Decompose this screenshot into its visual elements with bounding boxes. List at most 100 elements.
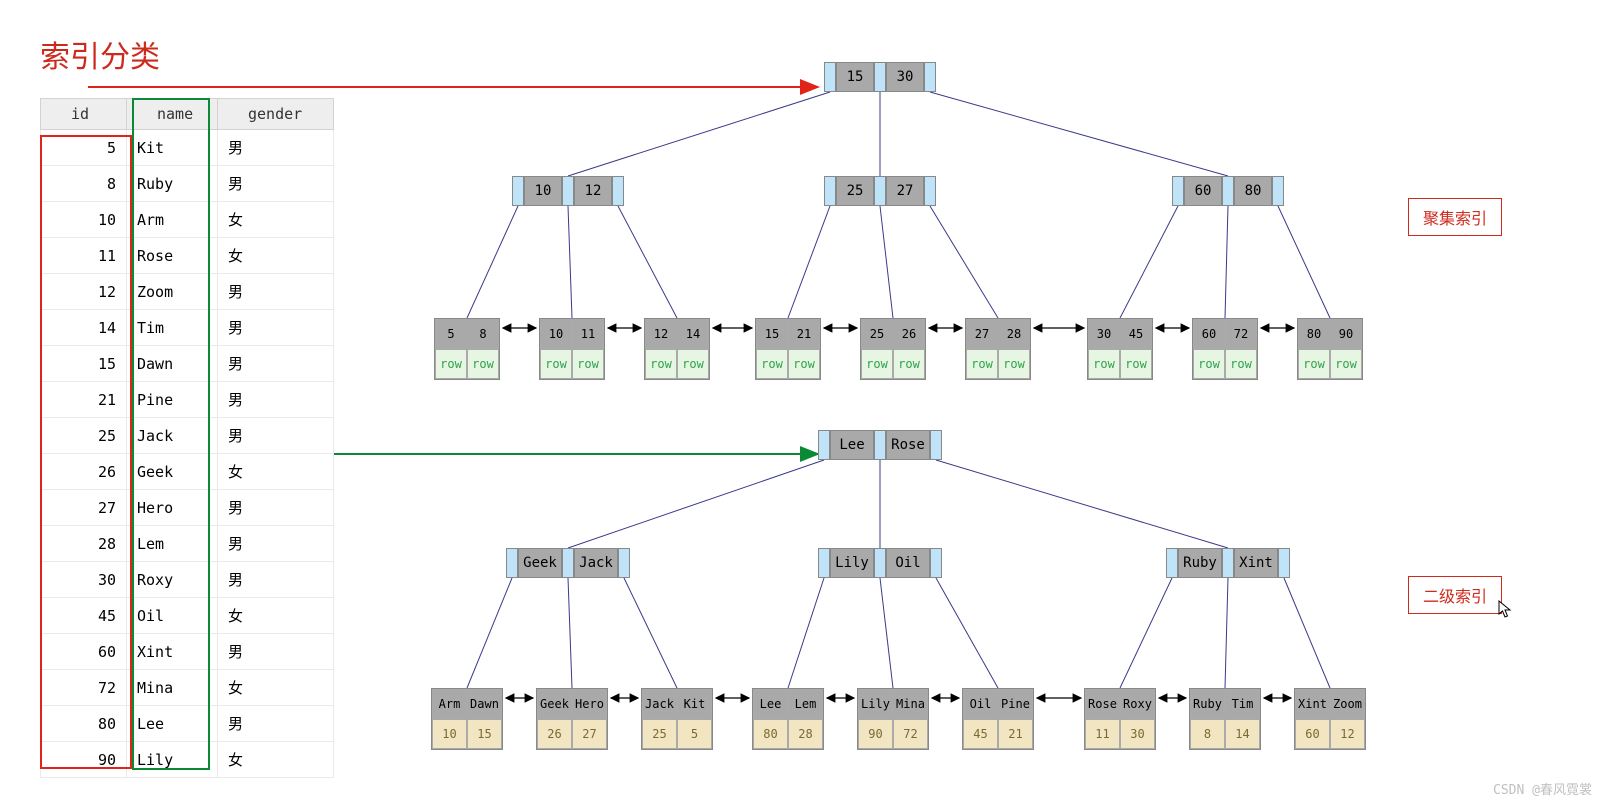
watermark: CSDN @春风霓裳 — [1493, 779, 1592, 798]
btree-key: 30 — [886, 62, 924, 92]
btree-leaf-value: row — [1193, 349, 1225, 379]
btree-pointer — [874, 62, 886, 92]
btree-key: Geek — [518, 548, 562, 578]
btree-leaf-key: 27 — [966, 319, 998, 349]
btree-leaf-key: 26 — [893, 319, 925, 349]
btree-pointer — [818, 430, 830, 460]
btree-leaf-key: 10 — [540, 319, 572, 349]
btree-pointer — [1166, 548, 1178, 578]
btree-leaf-node: 6072rowrow — [1192, 318, 1258, 380]
btree-leaf-key: 72 — [1225, 319, 1257, 349]
table-cell: Mina — [127, 670, 218, 706]
mouse-cursor-icon — [1498, 600, 1514, 620]
btree-leaf-value: 27 — [572, 719, 607, 749]
btree-leaf-value: row — [861, 349, 893, 379]
table-row: 90Lily女 — [41, 742, 334, 778]
table-cell: 男 — [218, 526, 334, 562]
table-cell: 27 — [41, 490, 127, 526]
table-cell: Zoom — [127, 274, 218, 310]
btree-pointer — [1278, 548, 1290, 578]
btree-leaf-node: 1214rowrow — [644, 318, 710, 380]
btree-leaf-key: Dawn — [467, 689, 502, 719]
btree-leaf-value: row — [540, 349, 572, 379]
table-cell: 男 — [218, 706, 334, 742]
table-cell: Jack — [127, 418, 218, 454]
btree-leaf-value: row — [572, 349, 604, 379]
btree-pointer — [924, 62, 936, 92]
table-cell: Lem — [127, 526, 218, 562]
table-cell: Tim — [127, 310, 218, 346]
btree-leaf-value: 80 — [753, 719, 788, 749]
btree-leaf-key: Rose — [1085, 689, 1120, 719]
btree-leaf-node: 58rowrow — [434, 318, 500, 380]
table-cell: 男 — [218, 166, 334, 202]
btree-leaf-key: 28 — [998, 319, 1030, 349]
btree-leaf-key: Ruby — [1190, 689, 1225, 719]
btree-inner-node: 6080 — [1172, 176, 1284, 206]
btree-key: Xint — [1234, 548, 1278, 578]
btree-leaf-node: 1521rowrow — [755, 318, 821, 380]
btree-inner-node: Lily Oil — [818, 548, 942, 578]
table-row: 60Xint男 — [41, 634, 334, 670]
table-cell: 10 — [41, 202, 127, 238]
column-icon — [137, 107, 153, 123]
btree-leaf-value: row — [998, 349, 1030, 379]
btree-leaf-key: 90 — [1330, 319, 1362, 349]
table-cell: 60 — [41, 634, 127, 670]
btree-leaf-value: row — [1120, 349, 1152, 379]
table-cell: 女 — [218, 670, 334, 706]
column-icon — [228, 107, 244, 123]
btree-key: Oil — [886, 548, 930, 578]
btree-leaf-key: Roxy — [1120, 689, 1155, 719]
btree-leaf-value: 90 — [858, 719, 893, 749]
btree-leaf-key: Lily — [858, 689, 893, 719]
col-header-name: name — [127, 99, 218, 130]
table-cell: 14 — [41, 310, 127, 346]
btree-key: Lily — [830, 548, 874, 578]
btree-leaf-key: 25 — [861, 319, 893, 349]
table-row: 30Roxy男 — [41, 562, 334, 598]
table-cell: Geek — [127, 454, 218, 490]
btree-inner-node: RubyXint — [1166, 548, 1290, 578]
btree-leaf-key: Kit — [677, 689, 712, 719]
table-cell: Xint — [127, 634, 218, 670]
btree-leaf-key: Lee — [753, 689, 788, 719]
btree-leaf-value: 8 — [1190, 719, 1225, 749]
btree-leaf-value: 11 — [1085, 719, 1120, 749]
table-cell: 11 — [41, 238, 127, 274]
btree-leaf-key: 8 — [467, 319, 499, 349]
btree-pointer — [874, 430, 886, 460]
btree-leaf-node: RubyTim814 — [1189, 688, 1261, 750]
table-cell: Dawn — [127, 346, 218, 382]
btree-leaf-key: Jack — [642, 689, 677, 719]
table-cell: Hero — [127, 490, 218, 526]
data-table: idnamegender 5Kit男8Ruby男10Arm女11Rose女12Z… — [40, 98, 334, 778]
label-secondary-index: 二级索引 — [1408, 576, 1502, 614]
btree-leaf-key: 14 — [677, 319, 709, 349]
btree-leaf-key: 80 — [1298, 319, 1330, 349]
btree-leaf-node: 3045rowrow — [1087, 318, 1153, 380]
btree-leaf-node: XintZoom6012 — [1294, 688, 1366, 750]
btree-leaf-key: 12 — [645, 319, 677, 349]
btree-leaf-node: LeeLem8028 — [752, 688, 824, 750]
btree-key: 25 — [836, 176, 874, 206]
table-cell: 28 — [41, 526, 127, 562]
btree-leaf-node: 2728rowrow — [965, 318, 1031, 380]
btree-leaf-value: 30 — [1120, 719, 1155, 749]
table-row: 80Lee男 — [41, 706, 334, 742]
table-cell: Roxy — [127, 562, 218, 598]
btree-pointer — [1222, 176, 1234, 206]
table-cell: 女 — [218, 454, 334, 490]
btree-pointer — [506, 548, 518, 578]
btree-key: 12 — [574, 176, 612, 206]
btree-leaf-value: 10 — [432, 719, 467, 749]
btree-leaf-node: ArmDawn1015 — [431, 688, 503, 750]
btree-pointer — [874, 548, 886, 578]
btree-inner-node: LeeRose — [818, 430, 942, 460]
btree-leaf-key: 15 — [756, 319, 788, 349]
btree-leaf-node: GeekHero2627 — [536, 688, 608, 750]
btree-leaf-value: 26 — [537, 719, 572, 749]
column-icon — [51, 107, 67, 123]
btree-leaf-key: Mina — [893, 689, 928, 719]
btree-leaf-value: row — [1088, 349, 1120, 379]
